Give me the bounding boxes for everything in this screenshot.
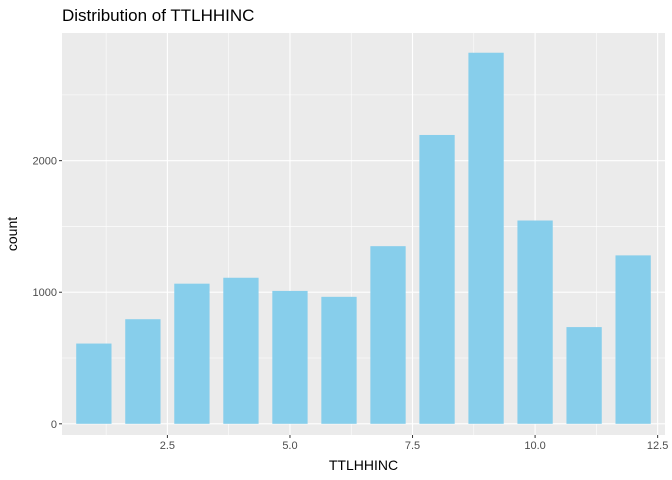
x-axis-ticks: 2.5 5.0 7.5 10.0 12.5 <box>160 435 668 452</box>
chart-title: Distribution of TTLHHINC <box>62 6 254 25</box>
histogram-bar <box>615 255 651 424</box>
y-tick-label: 2000 <box>33 156 57 168</box>
x-tick-label: 2.5 <box>160 440 175 452</box>
x-tick-label: 7.5 <box>405 440 420 452</box>
histogram-bar <box>125 319 161 424</box>
y-tick-label: 1000 <box>33 287 57 299</box>
y-tick-label: 0 <box>51 419 57 431</box>
histogram-bar <box>174 283 210 424</box>
grid-lines <box>62 33 665 435</box>
histogram-bar <box>566 327 602 424</box>
y-axis-ticks: 0 1000 2000 <box>33 156 62 431</box>
histogram-bar <box>321 296 357 424</box>
histogram-bar <box>223 277 259 424</box>
bars <box>76 52 651 424</box>
y-axis-title: count <box>4 217 20 251</box>
x-tick-label: 10.0 <box>524 440 545 452</box>
histogram-bar <box>76 343 112 424</box>
histogram-bar <box>370 246 406 424</box>
histogram-bar <box>517 220 553 424</box>
x-tick-label: 12.5 <box>647 440 668 452</box>
histogram-bar <box>419 134 455 424</box>
histogram-bar <box>272 290 308 424</box>
plot-panel <box>62 33 665 435</box>
x-axis-title: TTLHHINC <box>329 457 398 473</box>
x-tick-label: 5.0 <box>282 440 297 452</box>
histogram-bar <box>468 52 504 424</box>
